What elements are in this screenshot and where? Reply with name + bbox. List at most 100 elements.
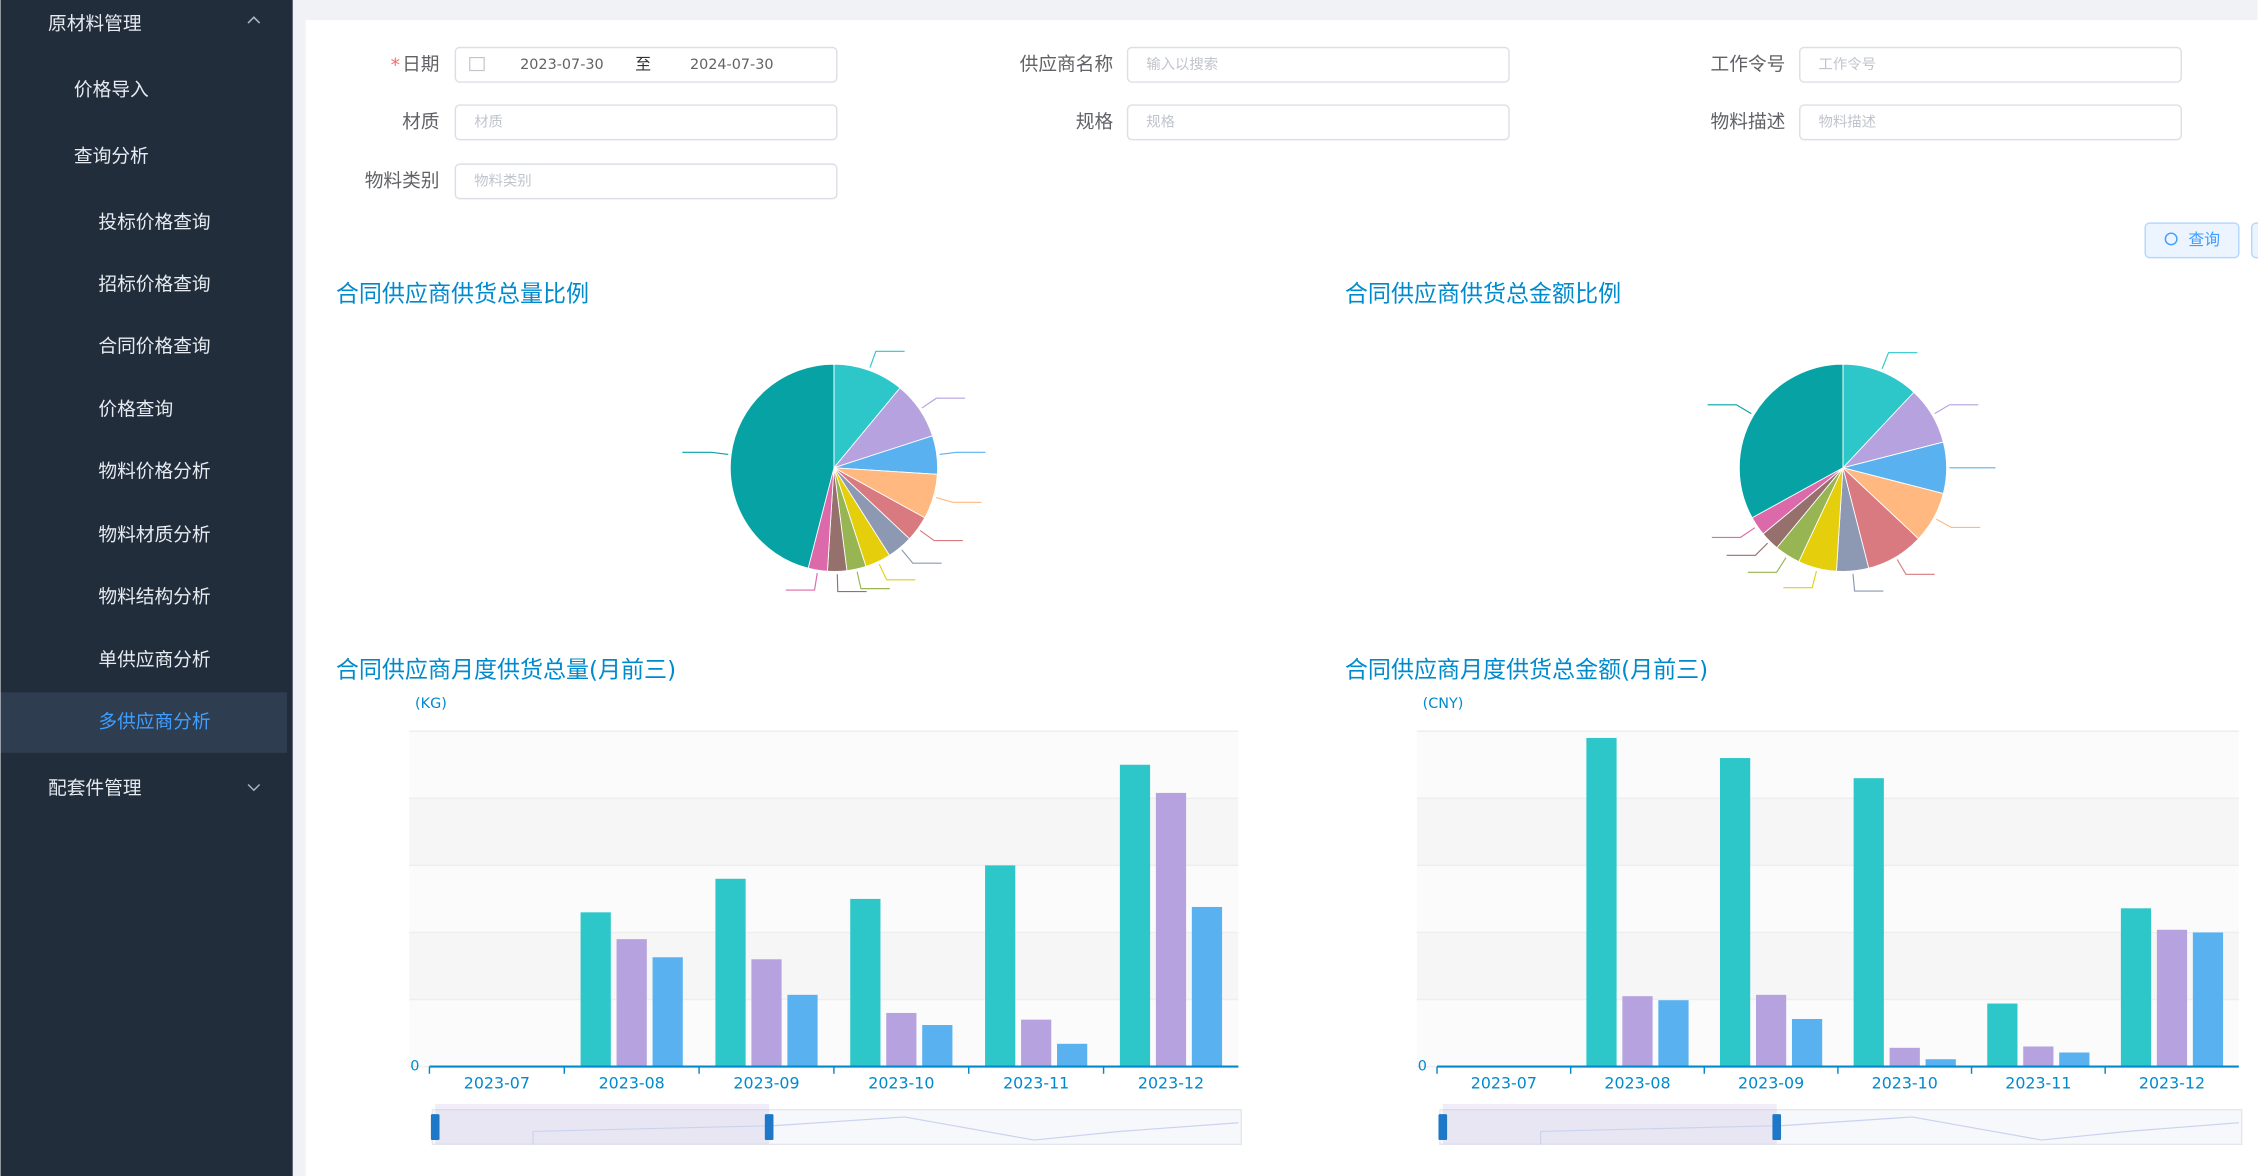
label-leader	[1783, 570, 1818, 589]
label-leader	[901, 549, 942, 564]
menu-item[interactable]: 招标价格查询	[98, 275, 210, 296]
search-button[interactable]	[2144, 222, 2240, 259]
menu-item[interactable]: 查询分析	[74, 146, 149, 167]
bar	[1791, 1018, 1823, 1067]
pie-slice	[833, 363, 901, 470]
x-tick-label: 2023-12	[2139, 1073, 2205, 1092]
zoom-handle[interactable]	[430, 1114, 440, 1141]
zoom-track[interactable]	[1439, 1109, 2243, 1146]
y-tick-label: 0	[410, 1059, 419, 1075]
label-leader	[1747, 557, 1787, 573]
bar	[985, 865, 1016, 1067]
input-box[interactable]	[1126, 46, 1510, 83]
grid-band	[1416, 865, 2239, 933]
y-axis-unit: (KG)	[415, 696, 447, 712]
label-leader	[785, 572, 818, 591]
menu-item[interactable]: 物料结构分析	[98, 587, 210, 608]
menu-item[interactable]: 单供应商分析	[98, 650, 210, 671]
menu-item[interactable]: 多供应商分析	[98, 712, 210, 733]
field-label: 物料描述	[1711, 112, 1786, 133]
input-placeholder: 材质	[474, 113, 503, 130]
input-box[interactable]	[454, 104, 838, 141]
grid-band	[409, 731, 1239, 799]
label-leader	[1711, 527, 1756, 538]
menu-chevron	[247, 16, 261, 24]
label-leader	[1881, 352, 1918, 369]
zoom-shadow	[1540, 1116, 2239, 1145]
bar	[2120, 908, 2152, 1067]
zoom-window[interactable]	[1442, 1104, 1777, 1145]
x-tick-label: 2023-07	[464, 1073, 530, 1092]
pie-slice	[1738, 363, 1844, 519]
reset-button[interactable]	[2251, 222, 2258, 259]
field-label: 材质	[402, 112, 439, 133]
x-tick-label: 2023-07	[1471, 1073, 1537, 1092]
x-tick-label: 2023-08	[599, 1073, 665, 1092]
bar	[1658, 1000, 1689, 1067]
grid-band	[1416, 798, 2239, 866]
bar	[1889, 1047, 1920, 1067]
input-box[interactable]	[1799, 104, 2182, 141]
menu-item[interactable]: 合同价格查询	[98, 336, 210, 357]
label-leader	[836, 574, 867, 593]
label-leader	[878, 563, 916, 581]
bar	[1586, 737, 1617, 1067]
field-label: 供应商名称	[1020, 54, 1114, 75]
bar	[652, 957, 683, 1067]
label-leader	[1896, 559, 1935, 575]
bar	[580, 912, 611, 1067]
bar	[1191, 906, 1223, 1067]
label-leader	[869, 350, 905, 368]
menu-item[interactable]: 价格导入	[74, 80, 149, 101]
input-placeholder: 物料描述	[1818, 113, 1876, 130]
zoom-shadow	[532, 1116, 1239, 1145]
bar	[1925, 1059, 1956, 1067]
bar	[1119, 764, 1151, 1067]
menu-item[interactable]: 配套件管理	[48, 778, 142, 799]
menu-item[interactable]: 价格查询	[98, 400, 173, 421]
date-start: 2023-07-30	[520, 57, 604, 73]
x-tick-label: 2023-11	[2005, 1073, 2071, 1092]
menu-item[interactable]: 物料材质分析	[98, 525, 210, 546]
field-label: 规格	[1076, 112, 1114, 133]
calendar-icon	[469, 57, 485, 72]
x-tick-label: 2023-09	[733, 1073, 799, 1092]
bar	[616, 939, 647, 1067]
input-box[interactable]	[454, 163, 838, 200]
input-placeholder: 工作令号	[1818, 56, 1876, 73]
active-menu-bg	[0, 692, 287, 753]
bar	[787, 994, 818, 1067]
zoom-handle[interactable]	[1772, 1114, 1782, 1141]
bar	[2059, 1052, 2090, 1067]
bar	[1057, 1043, 1088, 1067]
field-label: 物料类别	[365, 171, 440, 192]
chart-title: 合同供应商月度供货总金额(月前三)	[1345, 657, 1708, 683]
x-tick-label: 2023-10	[1872, 1073, 1938, 1092]
bar	[922, 1025, 953, 1067]
menu-item[interactable]: 投标价格查询	[98, 213, 210, 234]
bar	[2156, 929, 2188, 1067]
label-leader	[1852, 573, 1884, 592]
bar	[1021, 1019, 1052, 1067]
input-box[interactable]	[1799, 46, 2182, 83]
bar	[715, 878, 746, 1067]
sidebar	[0, 0, 293, 1176]
input-box[interactable]	[454, 46, 838, 83]
bar	[751, 959, 782, 1067]
zoom-handle[interactable]	[764, 1114, 774, 1141]
zoom-window[interactable]	[435, 1104, 770, 1145]
x-tick-label: 2023-10	[868, 1073, 934, 1092]
bar	[1853, 778, 1884, 1067]
label-leader	[1934, 404, 1979, 415]
chart-title: 合同供应商月度供货总量(月前三)	[336, 657, 676, 683]
bar	[1155, 792, 1187, 1067]
zoom-handle[interactable]	[1438, 1114, 1448, 1141]
zoom-track[interactable]	[431, 1109, 1242, 1146]
menu-item[interactable]: 物料价格分析	[98, 462, 210, 483]
input-box[interactable]	[1126, 104, 1510, 141]
chart-title: 合同供应商供货总金额比例	[1345, 282, 1621, 308]
menu-item[interactable]: 原材料管理	[48, 14, 142, 35]
x-tick-label: 2023-12	[1138, 1073, 1204, 1092]
